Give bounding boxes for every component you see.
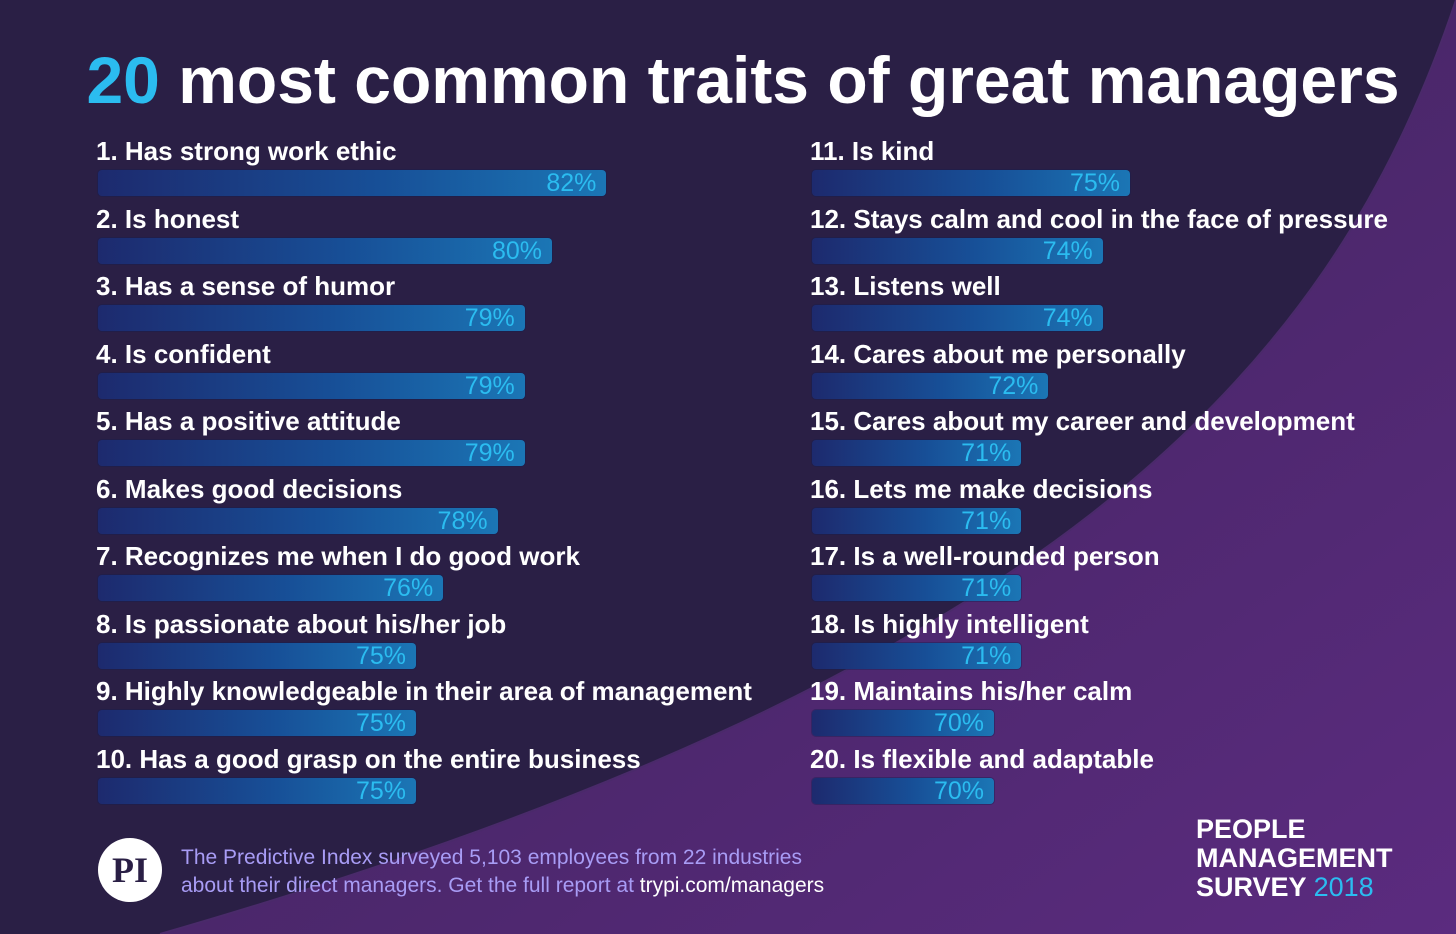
survey-line-3: SURVEY 2018: [1196, 873, 1393, 902]
bar-value-label: 76%: [383, 574, 434, 602]
bar: 74%: [812, 236, 1103, 265]
bar: 79%: [98, 371, 525, 400]
bar: 76%: [98, 574, 444, 602]
bar-value-label: 72%: [988, 371, 1039, 400]
bar-value-label: 74%: [1042, 304, 1093, 332]
bar-category-label: 11. Is kind: [810, 136, 935, 166]
bar: 79%: [98, 304, 525, 332]
bar-value-label: 75%: [355, 709, 406, 737]
bar: 71%: [812, 439, 1022, 467]
bar: 70%: [812, 709, 994, 737]
bar-category-label: 12. Stays calm and cool in the face of p…: [810, 203, 1388, 234]
bar-category-label: 6. Makes good decisions: [96, 473, 403, 504]
bar-category-label: 10. Has a good grasp on the entire busin…: [96, 743, 641, 774]
bar: 70%: [812, 776, 994, 805]
bar-value-label: 71%: [961, 641, 1012, 670]
survey-line-1: PEOPLE: [1196, 814, 1306, 844]
bar: 71%: [812, 641, 1022, 670]
bar: 78%: [98, 506, 498, 535]
footnote: The Predictive Index surveyed 5,103 empl…: [181, 844, 824, 900]
bar-value-label: 79%: [464, 304, 515, 332]
bar-value-label: 70%: [933, 776, 984, 805]
bar: 75%: [812, 169, 1130, 197]
survey-title: PEOPLE MANAGEMENT SURVEY 2018: [1196, 815, 1393, 902]
bar-category-label: 2. Is honest: [96, 203, 240, 234]
survey-line-2: MANAGEMENT: [1196, 843, 1393, 873]
bar-category-label: 14. Cares about me personally: [810, 338, 1186, 369]
bar: 79%: [98, 439, 525, 467]
bar-value-label: 79%: [464, 439, 515, 467]
survey-word: SURVEY: [1196, 872, 1307, 902]
bar-category-label: 4. Is confident: [96, 338, 271, 369]
bar-category-label: 7. Recognizes me when I do good work: [96, 541, 580, 571]
footnote-line-1: The Predictive Index surveyed 5,103 empl…: [181, 846, 802, 869]
bar-category-label: 15. Cares about my career and developmen…: [810, 406, 1355, 436]
bar-value-label: 70%: [933, 709, 984, 737]
bar-category-label: 9. Highly knowledgeable in their area of…: [96, 676, 752, 706]
bar: 74%: [812, 304, 1103, 332]
bar-category-label: 5. Has a positive attitude: [96, 406, 401, 436]
bar: 80%: [98, 236, 552, 265]
pi-logo: PI: [98, 838, 162, 902]
bar-value-label: 80%: [491, 236, 542, 265]
bar-value-label: 82%: [546, 169, 597, 197]
footnote-line-2: about their direct managers. Get the ful…: [181, 872, 824, 900]
bar-value-label: 79%: [464, 371, 515, 400]
bar: 71%: [812, 506, 1022, 535]
page-title: 20 most common traits of great managers: [0, 40, 1456, 120]
bar-category-label: 16. Lets me make decisions: [810, 473, 1153, 504]
bar-value-label: 75%: [1069, 169, 1120, 197]
title-text: most common traits of great managers: [178, 43, 1400, 117]
report-link[interactable]: trypi.com/managers: [639, 874, 825, 897]
title-number: 20: [86, 43, 160, 117]
bar-category-label: 1. Has strong work ethic: [96, 136, 397, 166]
bar-value-label: 71%: [961, 574, 1012, 602]
bar-value-label: 71%: [961, 506, 1012, 535]
bar-value-label: 74%: [1042, 236, 1093, 265]
footnote-line-2-text: about their direct managers. Get the ful…: [181, 874, 640, 897]
bar: 82%: [98, 169, 607, 197]
bar: 71%: [812, 574, 1022, 602]
bar: 75%: [98, 709, 416, 737]
bar-value-label: 78%: [437, 506, 488, 535]
bar-category-label: 3. Has a sense of humor: [96, 271, 396, 301]
bar-category-label: 19. Maintains his/her calm: [810, 676, 1133, 706]
bar: 75%: [98, 776, 416, 805]
bar-value-label: 75%: [355, 776, 406, 805]
bar-category-label: 18. Is highly intelligent: [810, 608, 1089, 639]
bar-category-label: 8. Is passionate about his/her job: [96, 608, 507, 639]
survey-year: 2018: [1313, 872, 1374, 902]
bar-category-label: 13. Listens well: [810, 271, 1001, 301]
bar: 72%: [812, 371, 1049, 400]
bar-value-label: 71%: [961, 439, 1012, 467]
bar-category-label: 20. Is flexible and adaptable: [810, 743, 1154, 774]
bar-value-label: 75%: [355, 641, 406, 670]
bar-category-label: 17. Is a well-rounded person: [810, 541, 1160, 571]
bar: 75%: [98, 641, 416, 670]
